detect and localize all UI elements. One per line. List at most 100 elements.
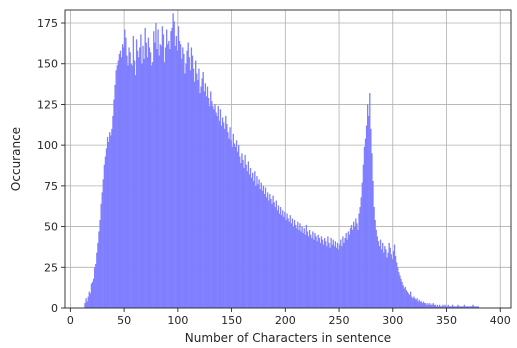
histogram-bar xyxy=(435,306,438,308)
histogram-bar xyxy=(176,50,179,309)
histogram-bar xyxy=(434,304,437,308)
x-tick-label: 50 xyxy=(117,314,131,327)
histogram-bar xyxy=(134,75,137,308)
histogram-bar xyxy=(205,96,208,308)
histogram-bars xyxy=(84,13,479,309)
histogram-bar xyxy=(283,216,285,308)
histogram-bar xyxy=(362,164,365,308)
histogram-bar xyxy=(130,63,132,308)
plot-frame xyxy=(64,9,512,309)
histogram-bar xyxy=(132,36,135,309)
histogram-bar xyxy=(390,254,392,308)
histogram-bar xyxy=(462,306,464,308)
histogram-bar xyxy=(99,220,101,308)
histogram-bar xyxy=(135,39,138,309)
histogram-bar xyxy=(469,306,471,308)
histogram-bar xyxy=(102,179,104,308)
y-tick-label: 75 xyxy=(44,180,58,193)
histogram-bar xyxy=(312,231,314,308)
histogram-bar xyxy=(262,185,265,308)
histogram-bar xyxy=(420,301,423,308)
histogram-bar xyxy=(286,213,288,308)
histogram-bar xyxy=(384,246,386,308)
histogram-bar xyxy=(314,233,316,308)
histogram-bar xyxy=(296,228,298,308)
histogram-bar xyxy=(94,267,96,308)
histogram-bar xyxy=(357,229,359,308)
histogram-bar xyxy=(426,304,428,308)
histogram-bar xyxy=(113,99,115,308)
histogram-bar xyxy=(100,203,102,308)
histogram-bar xyxy=(150,65,153,309)
histogram-bar xyxy=(416,298,418,308)
histogram-bar xyxy=(169,49,171,308)
histogram-bar xyxy=(255,185,257,308)
histogram-bar xyxy=(275,200,277,308)
histogram-bar xyxy=(192,68,195,309)
histogram-bar xyxy=(171,27,173,308)
histogram-bar xyxy=(414,298,416,308)
histogram-bar xyxy=(148,47,151,308)
histogram-bar xyxy=(263,194,266,308)
histogram-bar xyxy=(294,224,297,308)
histogram-bar xyxy=(254,171,256,308)
histogram-bar xyxy=(248,174,251,308)
y-tick-label: 150 xyxy=(37,58,58,71)
histogram-bar xyxy=(98,231,100,308)
y-tick-label: 125 xyxy=(37,98,58,111)
histogram-bar xyxy=(90,283,93,308)
histogram-bar xyxy=(95,264,97,308)
histogram-bar xyxy=(340,239,342,308)
histogram-bar xyxy=(396,262,398,308)
histogram-bar xyxy=(111,128,113,308)
histogram-bar xyxy=(360,197,362,308)
histogram-bar xyxy=(333,246,335,308)
histogram-bar xyxy=(143,58,145,308)
histogram-bar xyxy=(370,128,372,308)
histogram-bar xyxy=(219,109,222,308)
histogram-bar xyxy=(387,252,389,308)
histogram-bar xyxy=(422,301,425,308)
histogram-bar xyxy=(247,161,250,308)
histogram-bar xyxy=(117,60,119,309)
histogram-bar xyxy=(222,122,225,308)
histogram-bar xyxy=(147,37,150,309)
histogram-bar xyxy=(299,223,301,308)
histogram-bar xyxy=(386,257,388,308)
histogram-bar xyxy=(394,255,397,308)
histogram-bar xyxy=(258,179,260,308)
histogram-bar xyxy=(407,293,410,308)
histogram-bar xyxy=(287,218,289,308)
histogram-bar xyxy=(228,138,230,308)
histogram-bar xyxy=(163,62,166,308)
histogram-bar xyxy=(267,192,269,308)
histogram-bar xyxy=(350,224,353,308)
histogram-bar xyxy=(476,306,478,308)
histogram-bar xyxy=(265,197,268,308)
x-tick-label: 400 xyxy=(490,314,511,327)
histogram-bar xyxy=(198,68,200,309)
histogram-bar xyxy=(86,301,88,308)
histogram-bar xyxy=(104,156,107,308)
histogram-bar xyxy=(379,239,382,308)
histogram-bar xyxy=(468,306,470,308)
histogram-bar xyxy=(239,156,241,308)
histogram-bar xyxy=(458,306,460,308)
histogram-bar xyxy=(374,220,376,308)
histogram-bar xyxy=(306,231,309,308)
histogram-bar xyxy=(418,299,420,308)
x-tick-label: 300 xyxy=(382,314,403,327)
histogram-bar xyxy=(270,198,272,308)
histogram-bar xyxy=(369,93,371,308)
histogram-bar xyxy=(377,241,380,308)
histogram-bar xyxy=(252,172,254,308)
histogram-bar xyxy=(235,140,238,308)
histogram-bar xyxy=(301,226,303,308)
histogram-bar xyxy=(110,135,112,308)
histogram-bar xyxy=(231,146,233,308)
histogram-bar xyxy=(167,44,169,308)
histogram-bar xyxy=(397,267,399,308)
histogram-bar xyxy=(191,55,194,308)
histogram-bar xyxy=(413,296,415,308)
histogram-bar xyxy=(142,45,144,308)
